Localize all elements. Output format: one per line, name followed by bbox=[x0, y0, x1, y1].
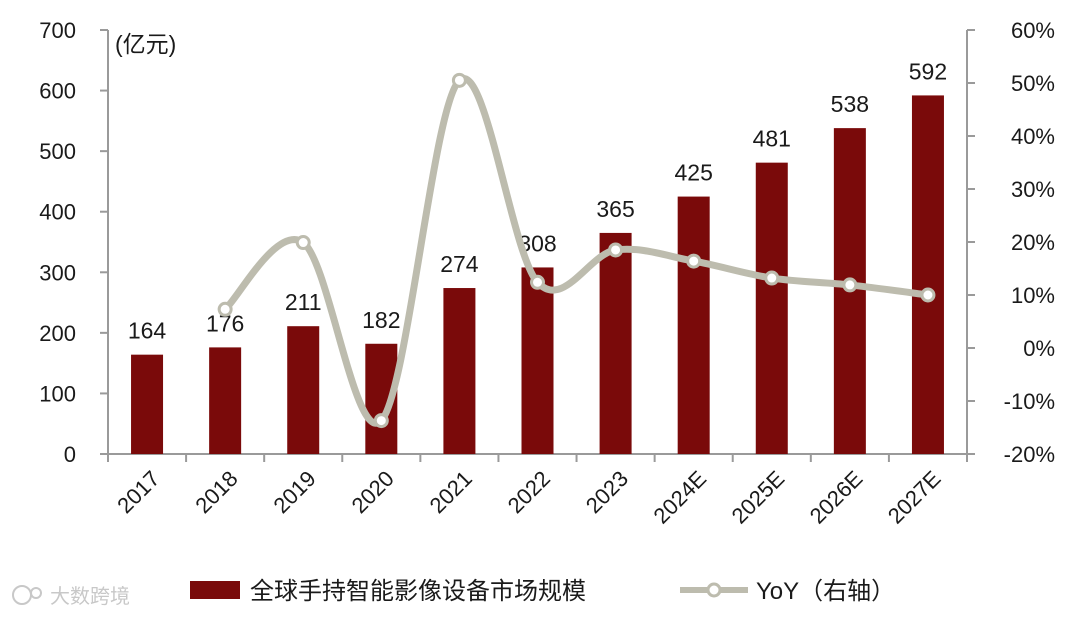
left-tick-label: 100 bbox=[39, 381, 76, 406]
legend-line-marker bbox=[706, 582, 722, 598]
bar bbox=[911, 95, 944, 454]
left-tick-label: 0 bbox=[64, 442, 76, 467]
watermark-text: 大数跨境 bbox=[50, 585, 130, 608]
x-tick-label: 2024E bbox=[649, 466, 712, 529]
x-axis-ticks: 2017 2018 2019 2020 2021 2022 2023 2024E 2025E 20… bbox=[107, 454, 968, 529]
bar-value-label: 538 bbox=[831, 91, 869, 117]
watermark-logo-icon bbox=[12, 585, 32, 605]
left-tick-label: 500 bbox=[39, 139, 76, 164]
left-tick-label: 700 bbox=[39, 18, 76, 43]
bar bbox=[287, 326, 320, 454]
x-tick-label: 2026E bbox=[805, 466, 868, 529]
right-tick-label: -20% bbox=[1004, 442, 1055, 467]
yoy-point bbox=[373, 413, 389, 429]
x-tick-label: 2017 bbox=[112, 466, 164, 518]
right-y-axis-ticks: -20% -10% 0% 10% 20% 30% 40% 50% 60% bbox=[967, 18, 1055, 467]
bar bbox=[209, 347, 242, 454]
yoy-point bbox=[920, 287, 936, 303]
yoy-line-series bbox=[217, 72, 936, 429]
left-axis-unit-label: (亿元) bbox=[115, 31, 176, 57]
right-tick-label: 0% bbox=[1023, 336, 1055, 361]
bar bbox=[521, 267, 554, 454]
bar-value-label: 365 bbox=[596, 196, 634, 222]
bar bbox=[599, 232, 632, 454]
bar bbox=[443, 288, 476, 454]
bar-value-label: 425 bbox=[674, 160, 712, 186]
bar-value-label: 211 bbox=[285, 289, 322, 315]
bar-value-label: 182 bbox=[362, 307, 400, 333]
yoy-point bbox=[842, 277, 858, 293]
yoy-point bbox=[608, 242, 624, 258]
bar bbox=[131, 354, 164, 454]
legend-bar-swatch bbox=[190, 581, 240, 599]
right-tick-label: 40% bbox=[1011, 124, 1055, 149]
right-tick-label: 30% bbox=[1011, 177, 1055, 202]
x-tick-label: 2021 bbox=[425, 466, 477, 518]
left-y-axis-ticks: 0 100 200 300 400 500 600 700 bbox=[39, 18, 108, 467]
legend: 全球手持智能影像设备市场规模 YoY（右轴） bbox=[190, 578, 895, 605]
bar-series bbox=[131, 95, 944, 455]
right-tick-label: 20% bbox=[1011, 230, 1055, 255]
x-tick-label: 2019 bbox=[268, 466, 320, 518]
yoy-point bbox=[530, 274, 545, 290]
yoy-point bbox=[451, 72, 467, 88]
left-tick-label: 300 bbox=[39, 260, 76, 285]
yoy-point bbox=[686, 253, 702, 269]
left-tick-label: 200 bbox=[39, 321, 76, 346]
watermark: 大数跨境 bbox=[12, 585, 130, 608]
bar bbox=[677, 196, 710, 455]
right-tick-label: 50% bbox=[1011, 71, 1055, 96]
x-tick-label: 2023 bbox=[581, 466, 633, 518]
right-tick-label: 60% bbox=[1011, 18, 1055, 43]
bar-value-label: 274 bbox=[440, 251, 479, 277]
bar-value-label: 481 bbox=[753, 126, 791, 152]
x-tick-label: 2025E bbox=[727, 466, 790, 529]
left-tick-label: 400 bbox=[39, 200, 76, 225]
bar-value-label: 592 bbox=[909, 58, 947, 84]
legend-line-label: YoY（右轴） bbox=[756, 578, 895, 605]
x-tick-label: 2020 bbox=[347, 466, 399, 518]
watermark-logo-dot bbox=[30, 587, 42, 599]
legend-bar-label: 全球手持智能影像设备市场规模 bbox=[250, 578, 586, 605]
x-tick-label: 2027E bbox=[883, 466, 946, 529]
right-tick-label: 10% bbox=[1011, 283, 1055, 308]
bar bbox=[755, 162, 788, 454]
right-tick-label: -10% bbox=[1004, 389, 1055, 414]
left-tick-label: 600 bbox=[39, 79, 76, 104]
yoy-point bbox=[217, 301, 233, 317]
x-tick-label: 2022 bbox=[503, 466, 555, 518]
yoy-point bbox=[295, 235, 311, 251]
yoy-point bbox=[764, 270, 780, 286]
x-tick-label: 2018 bbox=[190, 466, 242, 518]
bar-value-label: 164 bbox=[128, 318, 167, 344]
yoy-line-path bbox=[221, 74, 932, 427]
